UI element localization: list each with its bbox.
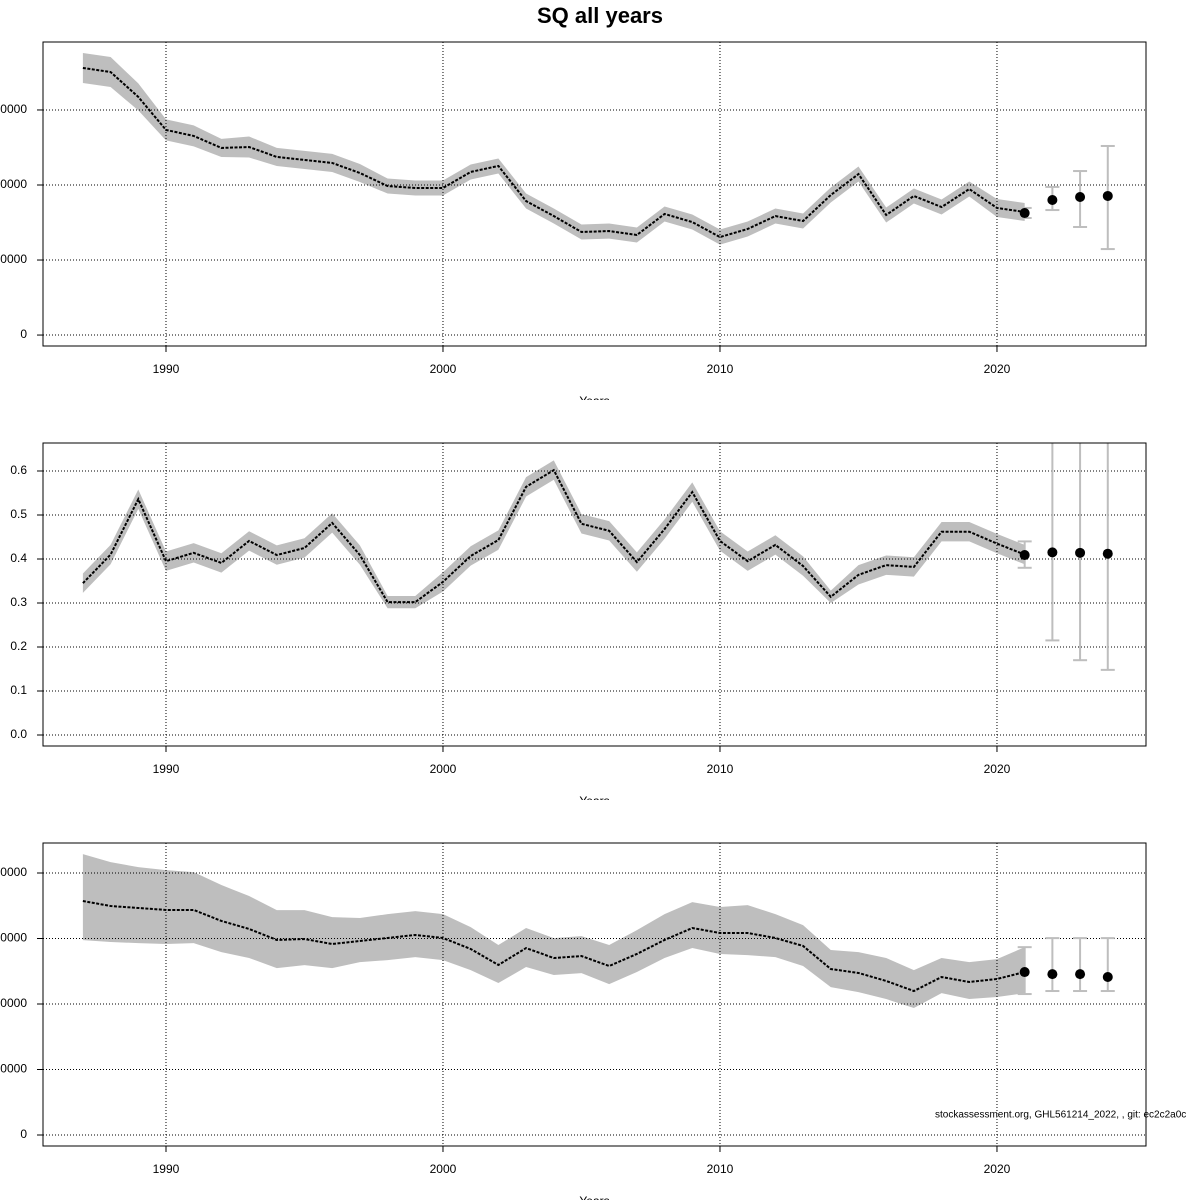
estimate-line	[82, 66, 1025, 239]
forecast-point	[1075, 192, 1086, 203]
forecast-point	[1102, 972, 1113, 983]
y-tick-label: 50000	[0, 1062, 27, 1076]
y-tick-label: 0.1	[10, 683, 27, 697]
x-tick-label: 2020	[984, 362, 1011, 376]
forecast-point	[1102, 548, 1113, 559]
forecast-point	[1047, 547, 1058, 558]
x-tick-label: 2010	[707, 362, 734, 376]
forecast-point	[1019, 550, 1030, 561]
estimate-line	[82, 900, 1025, 993]
panel: 1990 2000 2010 2020 0.0 0.1 0.2 0.3 0.4 0.5 0.6 Yea…	[10, 442, 1147, 808]
y-tick-label: 0.0	[10, 727, 27, 741]
forecast-point	[1102, 190, 1113, 201]
x-tick-label: 2020	[984, 762, 1011, 776]
y-tick-label: 0.2	[10, 639, 27, 653]
plot-area	[43, 843, 1146, 1146]
y-tick-label: 0.3	[10, 595, 27, 609]
plot-area	[43, 443, 1146, 746]
y-tick-label: 50000	[0, 252, 27, 266]
plot-frame	[42, 442, 1147, 747]
forecast-point	[1075, 547, 1086, 558]
forecast-point	[1019, 208, 1030, 219]
x-axis-label: Years	[579, 394, 609, 408]
x-tick-label: 1990	[153, 1162, 180, 1176]
y-tick-label: 0	[20, 327, 27, 341]
x-tick-label: 2000	[430, 1162, 457, 1176]
x-tick-label: 1990	[153, 362, 180, 376]
plot-frame	[42, 842, 1147, 1147]
forecast-point	[1075, 969, 1086, 980]
y-tick-label: 100000	[0, 996, 27, 1010]
figure-title: SQ all years	[537, 3, 663, 28]
confidence-band	[82, 854, 1025, 1009]
x-tick-label: 2010	[707, 1162, 734, 1176]
forecast-point	[1047, 969, 1058, 980]
panel: 1990 2000 2010 2020 0 50000 100000 150000 200000…	[0, 842, 1186, 1200]
y-tick-label: 0.4	[10, 551, 27, 565]
x-axis-label: Years	[579, 1194, 609, 1200]
plot-frame	[42, 41, 1147, 347]
x-tick-label: 2000	[430, 762, 457, 776]
y-tick-label: 0	[20, 1127, 27, 1141]
y-tick-label: 100000	[0, 177, 27, 191]
x-tick-label: 2020	[984, 1162, 1011, 1176]
forecast-point	[1019, 967, 1030, 978]
y-tick-label: 0.6	[10, 463, 27, 477]
x-tick-label: 1990	[153, 762, 180, 776]
x-tick-label: 2010	[707, 762, 734, 776]
plot-area	[43, 42, 1146, 346]
y-tick-label: 150000	[0, 102, 27, 116]
x-tick-label: 2000	[430, 362, 457, 376]
estimate-line	[82, 468, 1026, 604]
panel: 1990 2000 2010 2020 0 50000 100000 150000 Years	[0, 41, 1147, 408]
x-axis-label: Years	[579, 794, 609, 808]
y-tick-label: 0.5	[10, 507, 27, 521]
forecast-point	[1047, 195, 1058, 206]
confidence-band	[82, 52, 1025, 245]
confidence-band	[82, 460, 1025, 609]
y-tick-label: 150000	[0, 931, 27, 945]
footer-note: stockassessment.org, GHL561214_2022, , g…	[935, 1110, 1186, 1121]
